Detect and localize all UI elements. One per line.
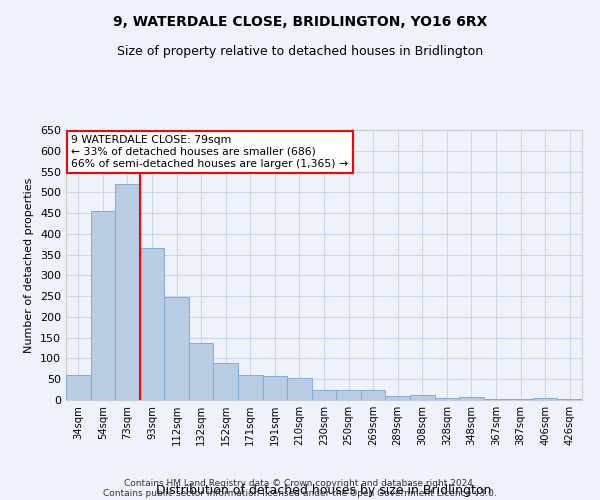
Bar <box>459 396 484 400</box>
Bar <box>238 375 263 400</box>
Bar <box>312 390 336 400</box>
Bar <box>189 342 214 400</box>
Bar <box>484 399 508 400</box>
Bar <box>508 399 533 400</box>
Bar <box>557 399 582 400</box>
Bar <box>336 390 361 400</box>
Y-axis label: Number of detached properties: Number of detached properties <box>25 178 34 352</box>
Bar <box>434 398 459 400</box>
Bar <box>361 390 385 400</box>
Bar <box>533 398 557 400</box>
Bar <box>91 211 115 400</box>
Text: 9 WATERDALE CLOSE: 79sqm
← 33% of detached houses are smaller (686)
66% of semi-: 9 WATERDALE CLOSE: 79sqm ← 33% of detach… <box>71 136 348 168</box>
Bar <box>410 395 434 400</box>
Text: 9, WATERDALE CLOSE, BRIDLINGTON, YO16 6RX: 9, WATERDALE CLOSE, BRIDLINGTON, YO16 6R… <box>113 15 487 29</box>
X-axis label: Distribution of detached houses by size in Bridlington: Distribution of detached houses by size … <box>157 484 491 497</box>
Bar <box>66 375 91 400</box>
Bar <box>385 396 410 400</box>
Bar <box>263 376 287 400</box>
Bar <box>287 378 312 400</box>
Text: Contains HM Land Registry data © Crown copyright and database right 2024.: Contains HM Land Registry data © Crown c… <box>124 478 476 488</box>
Text: Size of property relative to detached houses in Bridlington: Size of property relative to detached ho… <box>117 45 483 58</box>
Bar <box>140 248 164 400</box>
Bar <box>164 298 189 400</box>
Bar <box>115 184 140 400</box>
Text: Contains public sector information licensed under the Open Government Licence v3: Contains public sector information licen… <box>103 488 497 498</box>
Bar <box>214 362 238 400</box>
